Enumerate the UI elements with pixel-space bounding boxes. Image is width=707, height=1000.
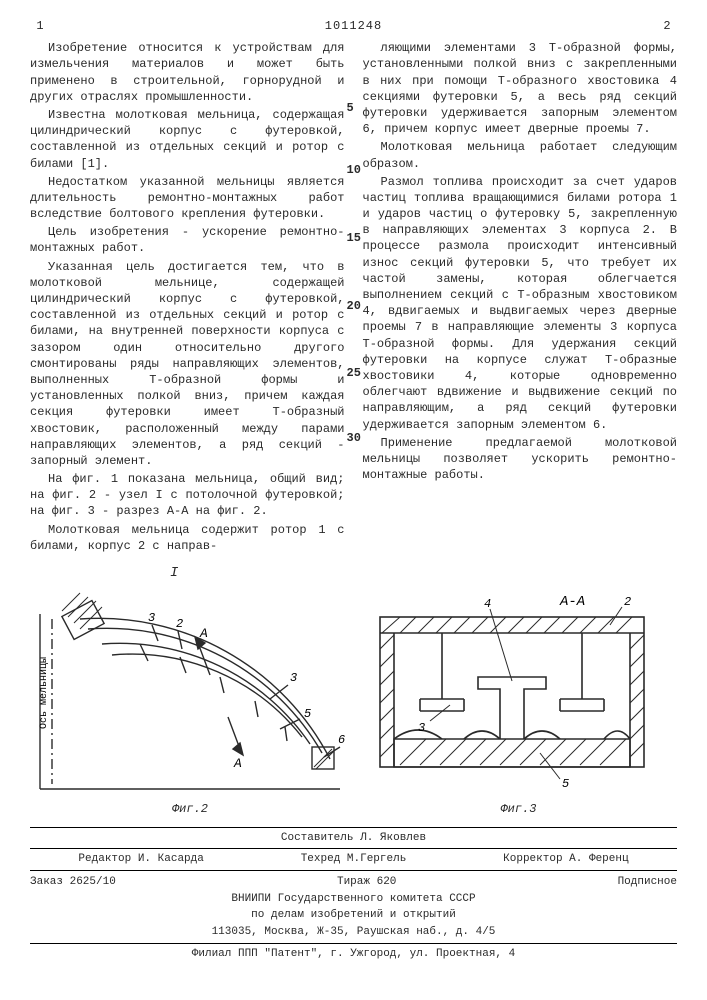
para: Молотковая мельница работает следующим о…	[363, 139, 678, 171]
sign: Подписное	[618, 875, 677, 890]
page-num-left: 1	[30, 18, 50, 34]
line-number: 5	[347, 100, 354, 116]
para: На фиг. 1 показана мельница, общий вид; …	[30, 471, 345, 520]
line-number: 15	[347, 230, 361, 246]
addr: 113035, Москва, Ж-35, Раушская наб., д. …	[30, 925, 677, 940]
para: Молотковая мельница содержит ротор 1 с б…	[30, 522, 345, 554]
right-column: 5 10 15 20 25 30 ляющими элементами 3 Т-…	[363, 40, 678, 556]
figure-3: А-А	[360, 589, 677, 817]
fig2-caption: Фиг.2	[30, 801, 350, 817]
para: Изобретение относится к устройствам для …	[30, 40, 345, 105]
para: Известна молотковая мельница, содержащая…	[30, 107, 345, 172]
page-header: 1 1011248 2	[30, 18, 677, 34]
label-3: 3	[290, 671, 297, 685]
label-A: A	[199, 626, 208, 641]
para: Недостатком указанной мельницы является …	[30, 174, 345, 223]
corrector: Корректор А. Ференц	[503, 852, 628, 867]
line-number: 10	[347, 162, 361, 178]
credits-block: Составитель Л. Яковлев Редактор И. Касар…	[30, 827, 677, 871]
label-2: 2	[176, 617, 183, 631]
figures-row: A A 3 2 3 5 6 Ось мельницы Фиг.2 А-А	[30, 589, 677, 817]
footer-block: Заказ 2625/10 Тираж 620 Подписное ВНИИПИ…	[30, 875, 677, 962]
figure-2: A A 3 2 3 5 6 Ось мельницы Фиг.2	[30, 589, 350, 817]
label-A: A	[233, 756, 242, 771]
label-3: 3	[418, 721, 425, 735]
order-num: Заказ 2625/10	[30, 875, 116, 890]
para: Применение предлагаемой молотковой мельн…	[363, 435, 678, 484]
label-4: 4	[484, 597, 491, 611]
tirazh: Тираж 620	[337, 875, 396, 890]
org-line2: по делам изобретений и открытий	[30, 908, 677, 923]
section-title: А-А	[559, 594, 585, 610]
left-column: Изобретение относится к устройствам для …	[30, 40, 345, 556]
label-6: 6	[338, 733, 345, 747]
org-line1: ВНИИПИ Государственного комитета СССР	[30, 892, 677, 907]
label-3: 3	[148, 611, 155, 625]
fig3-caption: Фиг.3	[360, 801, 677, 817]
detail-marker: I	[170, 564, 677, 583]
tech-editor: Техред М.Гергель	[301, 852, 407, 867]
axis-label: Ось мельницы	[39, 657, 50, 729]
fig3-svg: А-А	[360, 589, 660, 799]
line-number: 20	[347, 298, 361, 314]
fig2-svg: A A 3 2 3 5 6 Ось мельницы	[30, 589, 350, 799]
editor: Редактор И. Касарда	[78, 852, 203, 867]
compiler: Составитель Л. Яковлев	[30, 831, 677, 846]
line-number: 30	[347, 430, 361, 446]
label-5: 5	[304, 707, 311, 721]
branch: Филиал ППП "Патент", г. Ужгород, ул. Про…	[30, 947, 677, 962]
para: Цель изобретения - ускорение ремонтно-мо…	[30, 224, 345, 256]
para: Размол топлива происходит за счет ударов…	[363, 174, 678, 433]
text-columns: Изобретение относится к устройствам для …	[30, 40, 677, 556]
page-num-right: 2	[657, 18, 677, 34]
patent-number: 1011248	[50, 18, 657, 34]
line-number: 25	[347, 365, 361, 381]
para: ляющими элементами 3 Т-образной формы, у…	[363, 40, 678, 137]
para: Указанная цель достигается тем, что в мо…	[30, 259, 345, 469]
label-5: 5	[562, 777, 569, 791]
label-2: 2	[624, 595, 631, 609]
